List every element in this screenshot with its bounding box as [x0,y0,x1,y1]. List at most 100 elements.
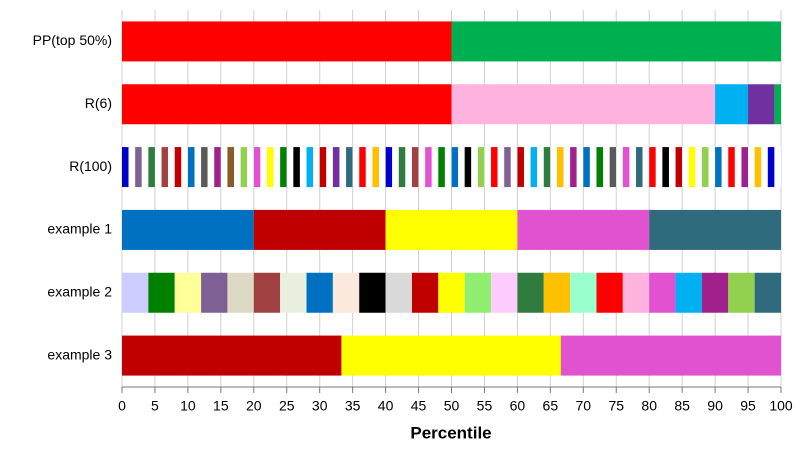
bar-segment [253,272,281,313]
bar-segment [341,335,561,376]
bar-segment [583,147,590,188]
bar-segment [148,147,155,188]
bar-segment [359,272,386,313]
bar-segment [154,147,162,188]
x-tick-label: 5 [151,398,159,414]
bar-segment [425,147,432,188]
bar-segment [319,147,327,188]
bar-segment [649,147,656,188]
bar-segment [668,147,676,188]
bar-segment [332,272,360,313]
bar-segment [392,147,399,188]
bar-segment [721,147,729,188]
bar-segment [451,84,716,125]
bar-segment [451,21,781,62]
x-tick-label: 75 [608,398,624,414]
y-tick-label: example 1 [47,221,112,237]
bar-segment [135,147,142,188]
bar-segment [372,147,380,188]
bar-segment [491,272,518,313]
bar-segment [352,147,360,188]
bar-segment [695,147,702,188]
bar-segment [128,147,136,188]
bar-segment [418,147,426,188]
bar-segment [484,147,492,188]
bar-segment [603,147,610,188]
y-tick-label: PP(top 50%) [33,32,112,48]
bar-segment [280,147,287,188]
bar-segment [570,272,597,313]
y-tick-label: R(100) [69,158,112,174]
x-tick-label: 50 [444,398,460,414]
bar-segment [754,147,762,188]
bar-segment [458,147,465,188]
bar-segment [543,272,571,313]
bar-segment [774,147,781,188]
bar-segment [201,272,228,313]
bar-segment [537,147,544,188]
bar-segment [471,147,478,188]
y-tick-label: example 3 [47,346,112,362]
bar-segment [260,147,267,188]
bar-segment [642,147,650,188]
bar-segment [563,147,571,188]
bar-segment [688,147,696,188]
bar-segment [214,147,221,188]
bar-segment [517,272,544,313]
x-tick-label: 60 [510,398,526,414]
bar-segment [675,147,683,188]
bar-segment [596,147,604,188]
bar-segment [728,272,755,313]
bar-segment [122,209,254,250]
bar-segment [332,147,340,188]
bar-segment [589,147,597,188]
bar-segment [234,147,241,188]
x-tick-label: 30 [312,398,328,414]
x-tick-label: 35 [345,398,361,414]
bar-segment [629,147,637,188]
bar-segment [405,147,412,188]
bar-segment [523,147,531,188]
bar-segment [293,147,300,188]
bar-segment [253,147,261,188]
bar-segment [299,147,307,188]
bar-segment [616,147,623,188]
bar-segment [359,147,366,188]
x-tick-label: 10 [180,398,196,414]
bar-segment [253,209,386,250]
bar-segment [438,272,465,313]
bar-segment [438,147,445,188]
bar-segment [675,272,702,313]
bar-segment [174,272,202,313]
x-tick-label: 80 [641,398,657,414]
bar-segment [174,147,182,188]
bar-segment [748,84,775,125]
bar-segment [385,209,518,250]
x-tick-label: 70 [576,398,592,414]
bar-segment [754,272,781,313]
bar-segment [313,147,320,188]
bar-segment [379,147,386,188]
bar-segment [161,147,169,188]
bar-segment [122,335,342,376]
y-tick-label: R(6) [85,95,112,111]
bar-segment [741,147,749,188]
bar-segment [734,147,742,188]
bar-segment [464,147,472,188]
bar-segment [701,147,709,188]
bar-segment [207,147,215,188]
bar-segment [622,147,630,188]
x-tick-label: 90 [707,398,723,414]
bar-segment [451,147,459,188]
bar-segment [280,272,307,313]
bar-segment [187,147,195,188]
bar-segment [655,147,663,188]
bar-segment [141,147,149,188]
bar-segment [122,272,149,313]
bar-segment [122,21,452,62]
x-tick-label: 40 [378,398,394,414]
bar-segment [266,147,274,188]
bar-segment [148,272,175,313]
bar-segment [715,147,722,188]
bar-segment [431,147,439,188]
